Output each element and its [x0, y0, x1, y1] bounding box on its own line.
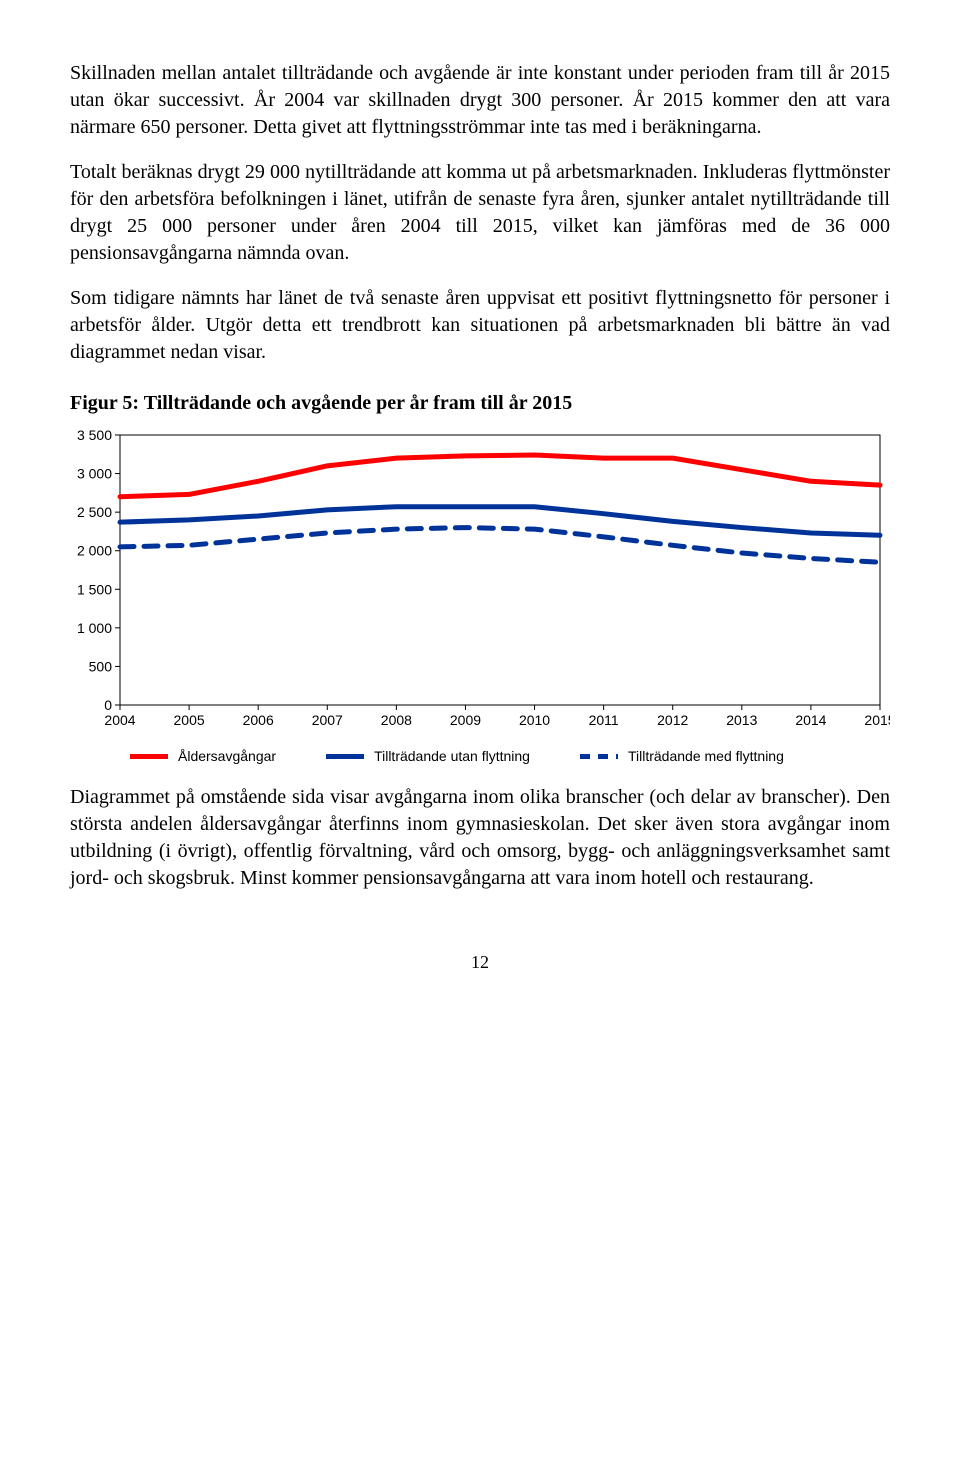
- paragraph-4: Diagrammet på omstående sida visar avgån…: [70, 784, 890, 892]
- page-number: 12: [70, 952, 890, 973]
- legend-label: Tillträdande utan flyttning: [374, 748, 530, 764]
- legend-item-tilltradande-med: Tillträdande med flyttning: [580, 748, 784, 764]
- svg-text:2012: 2012: [657, 712, 688, 728]
- line-chart: 0 500 1 000 1 500 2 000 2 500 3 000 3 500 2004 20…: [70, 425, 890, 764]
- legend-swatch-icon: [326, 754, 364, 759]
- svg-text:2014: 2014: [795, 712, 826, 728]
- svg-text:2006: 2006: [243, 712, 274, 728]
- svg-text:2004: 2004: [104, 712, 135, 728]
- svg-text:2015: 2015: [864, 712, 890, 728]
- figure-title: Figur 5: Tillträdande och avgående per å…: [70, 392, 890, 415]
- svg-text:500: 500: [89, 658, 113, 674]
- chart-svg: 0 500 1 000 1 500 2 000 2 500 3 000 3 500 2004 20…: [70, 425, 890, 735]
- svg-text:2007: 2007: [312, 712, 343, 728]
- svg-text:2009: 2009: [450, 712, 481, 728]
- svg-text:2008: 2008: [381, 712, 412, 728]
- paragraph-2: Totalt beräknas drygt 29 000 nytillträda…: [70, 159, 890, 267]
- paragraph-1: Skillnaden mellan antalet tillträdande o…: [70, 60, 890, 141]
- svg-text:1 500: 1 500: [77, 581, 112, 597]
- paragraph-3: Som tidigare nämnts har länet de två sen…: [70, 285, 890, 366]
- svg-text:2010: 2010: [519, 712, 550, 728]
- legend-swatch-icon: [130, 754, 168, 759]
- svg-text:3 000: 3 000: [77, 466, 112, 482]
- svg-text:3 500: 3 500: [77, 427, 112, 443]
- legend-swatch-icon: [580, 754, 618, 759]
- legend-item-aldersavgangar: Åldersavgångar: [130, 748, 276, 764]
- svg-text:2 500: 2 500: [77, 504, 112, 520]
- chart-legend: Åldersavgångar Tillträdande utan flyttni…: [70, 740, 890, 764]
- svg-text:0: 0: [104, 697, 112, 713]
- svg-text:1 000: 1 000: [77, 620, 112, 636]
- svg-text:2011: 2011: [589, 712, 619, 728]
- legend-item-tilltradande-utan: Tillträdande utan flyttning: [326, 748, 530, 764]
- legend-label: Tillträdande med flyttning: [628, 748, 784, 764]
- svg-text:2005: 2005: [174, 712, 205, 728]
- legend-label: Åldersavgångar: [178, 748, 276, 764]
- svg-text:2 000: 2 000: [77, 543, 112, 559]
- svg-text:2013: 2013: [726, 712, 757, 728]
